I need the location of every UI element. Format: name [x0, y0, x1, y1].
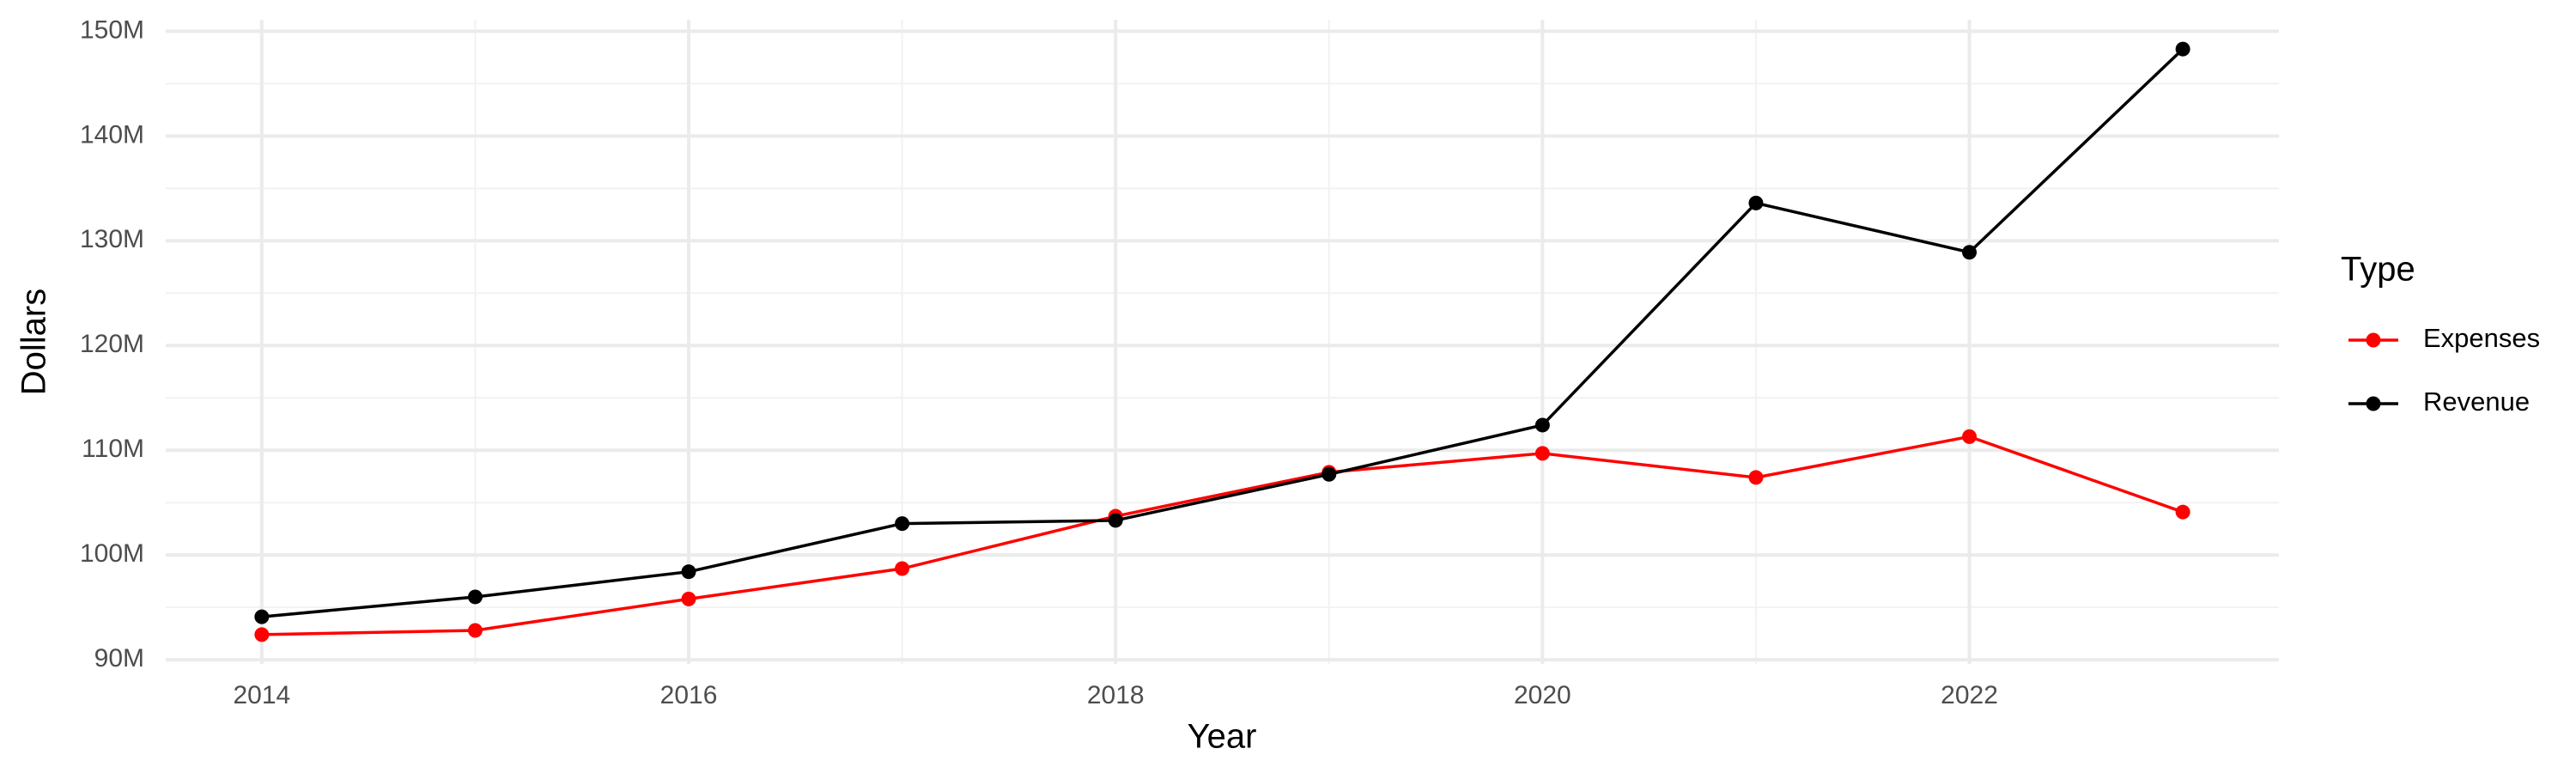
series-line: [261, 435, 2184, 636]
data-point: [254, 609, 270, 624]
data-point: [1962, 429, 1978, 444]
data-point: [1534, 446, 1550, 461]
legend-label: Expenses: [2423, 323, 2540, 353]
data-point: [895, 561, 910, 576]
data-point: [895, 516, 910, 532]
y-tick-label: 140M: [80, 120, 144, 149]
x-tick-label: 2018: [1087, 681, 1145, 709]
y-tick-label: 150M: [80, 15, 144, 44]
grid: [166, 20, 2279, 664]
series-line: [261, 47, 2184, 618]
data-point: [467, 623, 483, 638]
y-tick-label: 90M: [94, 644, 144, 673]
data-point: [681, 591, 696, 606]
data-point: [1108, 513, 1123, 528]
data-point: [1748, 195, 1764, 210]
data-point: [681, 564, 696, 580]
x-tick-label: 2020: [1514, 681, 1571, 709]
x-tick-label: 2014: [233, 681, 290, 709]
data-point: [467, 589, 483, 605]
data-point: [1962, 245, 1978, 260]
legend-label: Revenue: [2423, 386, 2530, 417]
legend-key-point: [2366, 396, 2381, 411]
data-point: [2175, 41, 2190, 57]
data-point: [254, 627, 270, 642]
data-point: [1534, 417, 1550, 433]
legend-key-point: [2366, 332, 2381, 348]
data-point: [1748, 470, 1764, 485]
y-tick-label: 100M: [80, 539, 144, 568]
y-axis-title: Dollars: [15, 289, 53, 395]
x-tick-label: 2016: [660, 681, 718, 709]
legend-title: Type: [2341, 251, 2415, 289]
x-axis-title: Year: [1188, 718, 1257, 756]
data-point: [2175, 504, 2190, 520]
x-tick-label: 2022: [1941, 681, 1998, 709]
y-tick-label: 110M: [82, 435, 144, 463]
y-tick-label: 120M: [80, 330, 144, 358]
y-tick-label: 130M: [80, 225, 144, 253]
data-point: [1321, 466, 1337, 482]
